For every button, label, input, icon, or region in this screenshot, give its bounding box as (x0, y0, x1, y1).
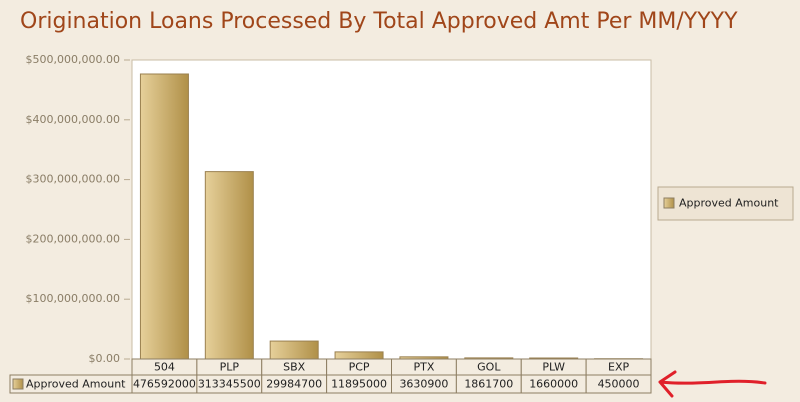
bar (204, 171, 254, 360)
y-tick-label: $100,000,000.00 (26, 292, 120, 305)
table-value: 29984700 (266, 378, 322, 391)
legend-swatch (663, 197, 675, 209)
table-value: 313345500 (198, 378, 261, 391)
y-tick-label: $200,000,000.00 (26, 232, 120, 245)
legend-swatch (12, 378, 24, 390)
x-tick-label: PLP (220, 361, 240, 374)
y-tick-label: $0.00 (89, 352, 121, 365)
table-value: 1660000 (529, 378, 578, 391)
y-tick-label: $400,000,000.00 (26, 113, 120, 126)
table-cell (585, 374, 652, 394)
x-tick-label: PCP (349, 361, 370, 374)
y-tick-label: $300,000,000.00 (26, 173, 120, 186)
x-tick-label: 504 (154, 361, 175, 374)
annotation-arrow (658, 370, 767, 398)
y-tick-label: $500,000,000.00 (26, 53, 120, 66)
legend-box (657, 186, 794, 221)
table-value: 476592000 (133, 378, 196, 391)
x-tick-label: SBX (283, 361, 306, 374)
table-value: 450000 (598, 378, 640, 391)
table-value: 3630900 (399, 378, 448, 391)
bar (269, 340, 319, 360)
chart-title: Origination Loans Processed By Total App… (20, 9, 738, 34)
table-value: 11895000 (331, 378, 387, 391)
bar (334, 351, 384, 360)
table-value: 1861700 (464, 378, 513, 391)
x-tick-label: PTX (413, 361, 434, 374)
legend-label: Approved Amount (679, 197, 779, 210)
x-tick-label: PLW (542, 361, 565, 374)
bar (139, 73, 189, 360)
table-row-label: Approved Amount (26, 378, 126, 391)
x-tick-label: GOL (477, 361, 501, 374)
x-tick-label: EXP (608, 361, 629, 374)
